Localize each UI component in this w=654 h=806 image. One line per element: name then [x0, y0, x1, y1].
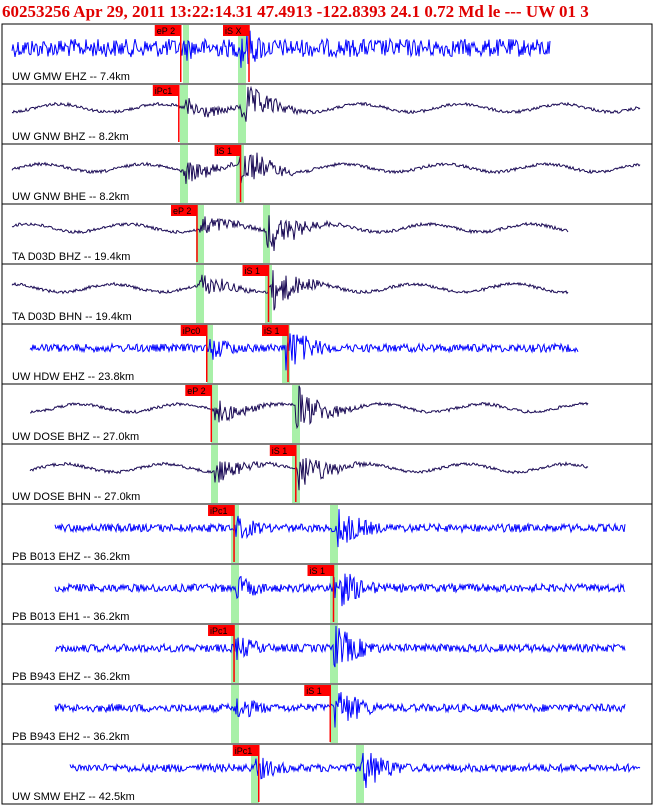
- panel-frame: [1, 443, 653, 505]
- station-label: PB B943 EH2 -- 36.2km: [12, 731, 129, 743]
- arrival-window: [231, 505, 239, 563]
- panel-frame: [1, 83, 653, 145]
- pick-label: iPc0: [183, 326, 201, 336]
- arrival-window: [180, 85, 188, 143]
- pick-flag[interactable]: [208, 505, 235, 516]
- trace-panel: eP 2 UW DOSE BHZ -- 27.0km: [1, 383, 653, 445]
- arrival-window: [231, 625, 239, 683]
- arrival-window: [196, 265, 204, 323]
- pick-flag[interactable]: [269, 445, 296, 456]
- trace-panel: iPc1 UW SMW EHZ -- 42.5km: [1, 743, 653, 805]
- arrival-window: [196, 205, 204, 263]
- trace-panel: iS 1 UW DOSE BHN -- 27.0km: [1, 443, 653, 505]
- pick-flag[interactable]: [152, 85, 179, 96]
- pick-label: iS 1: [217, 146, 233, 156]
- waveform: [11, 215, 569, 252]
- trace-panel: iS 1 PB B943 EH2 -- 36.2km: [1, 683, 653, 745]
- arrival-window: [251, 745, 259, 803]
- waveform: [54, 625, 626, 668]
- panel-frame: [1, 263, 653, 325]
- pick-flag[interactable]: [242, 265, 269, 276]
- pick-label: iS 1: [310, 566, 326, 576]
- pick-label: eP 2: [173, 206, 191, 216]
- arrival-window: [231, 685, 239, 743]
- waveform: [29, 333, 579, 371]
- trace-panel: eP 2 TA D03D BHZ -- 19.4km: [1, 203, 653, 265]
- arrival-window: [231, 565, 239, 623]
- pick-label: iS X: [225, 26, 242, 36]
- trace-panel: iS 1 UW GNW BHE -- 8.2km: [1, 143, 653, 205]
- pick-flag[interactable]: [208, 625, 235, 636]
- waveform: [11, 30, 551, 68]
- panel-frame: [1, 143, 653, 205]
- trace-panel: iPc1 PB B013 EHZ -- 36.2km: [1, 503, 653, 565]
- arrival-window: [282, 325, 290, 383]
- waveform: [11, 152, 641, 184]
- waveform: [54, 509, 626, 548]
- arrival-window: [330, 505, 338, 563]
- pick-flag[interactable]: [304, 685, 331, 696]
- station-label: TA D03D BHN -- 19.4km: [12, 311, 132, 323]
- trace-panel: iS 1 PB B013 EH1 -- 36.2km: [1, 563, 653, 625]
- station-label: TA D03D BHZ -- 19.4km: [12, 251, 130, 263]
- pick-flag[interactable]: [171, 205, 197, 216]
- arrival-window: [356, 745, 364, 803]
- waveform: [11, 270, 569, 311]
- station-label: PB B013 EH1 -- 36.2km: [12, 611, 129, 623]
- pick-flag[interactable]: [262, 325, 288, 336]
- trace-panel: iPc0 iS 1 UW HDW EHZ -- 23.8km: [1, 323, 653, 385]
- pick-flag[interactable]: [223, 25, 249, 36]
- pick-flag[interactable]: [180, 325, 207, 336]
- trace-panel: iPc1 PB B943 EHZ -- 36.2km: [1, 623, 653, 685]
- station-label: UW HDW EHZ -- 23.8km: [12, 371, 134, 383]
- station-label: UW DOSE BHN -- 27.0km: [12, 491, 140, 503]
- arrival-window: [207, 325, 213, 383]
- pick-label: iS 1: [306, 686, 322, 696]
- pick-flag[interactable]: [214, 145, 241, 156]
- waveform: [69, 752, 641, 789]
- arrival-window: [183, 25, 189, 83]
- waveform: [54, 573, 626, 607]
- panel-frame: [1, 743, 653, 805]
- panel-frame: [1, 323, 653, 385]
- station-label: PB B943 EHZ -- 36.2km: [12, 671, 130, 683]
- pick-label: iPc1: [210, 506, 228, 516]
- pick-flag[interactable]: [154, 25, 181, 36]
- waveform: [29, 457, 589, 491]
- event-header: 60253256 Apr 29, 2011 13:22:14.31 47.491…: [2, 2, 589, 21]
- pick-label: iPc1: [235, 746, 253, 756]
- panel-frame: [1, 203, 653, 265]
- pick-label: iPc1: [210, 626, 228, 636]
- panel-frame: [1, 623, 653, 685]
- waveform: [30, 385, 589, 430]
- trace-panel: iS 1 TA D03D BHN -- 19.4km: [1, 263, 653, 325]
- waveform: [11, 85, 641, 122]
- station-label: UW GNW BHZ -- 8.2km: [12, 131, 129, 143]
- pick-flag[interactable]: [232, 745, 259, 756]
- pick-label: iPc1: [155, 86, 173, 96]
- waveform: [54, 692, 626, 728]
- station-label: UW SMW EHZ -- 42.5km: [12, 791, 135, 803]
- arrival-window: [330, 625, 338, 683]
- station-label: UW DOSE BHZ -- 27.0km: [12, 431, 139, 443]
- panel-frame: [1, 383, 653, 445]
- pick-label: eP 2: [157, 26, 175, 36]
- station-label: UW GNW BHE -- 8.2km: [12, 191, 129, 203]
- panel-frame: [1, 503, 653, 565]
- arrival-window: [238, 25, 246, 83]
- pick-label: iS 1: [264, 326, 280, 336]
- pick-flag[interactable]: [307, 565, 334, 576]
- station-label: UW GMW EHZ -- 7.4km: [12, 71, 130, 83]
- trace-panel: iPc1 UW GNW BHZ -- 8.2km: [1, 83, 653, 145]
- pick-label: iS 1: [245, 266, 261, 276]
- pick-label: eP 2: [187, 386, 205, 396]
- station-label: PB B013 EHZ -- 36.2km: [12, 551, 130, 563]
- pick-label: iS 1: [272, 446, 288, 456]
- pick-flag[interactable]: [185, 385, 212, 396]
- trace-panel: eP 2 iS X UW GMW EHZ -- 7.4km: [1, 23, 653, 85]
